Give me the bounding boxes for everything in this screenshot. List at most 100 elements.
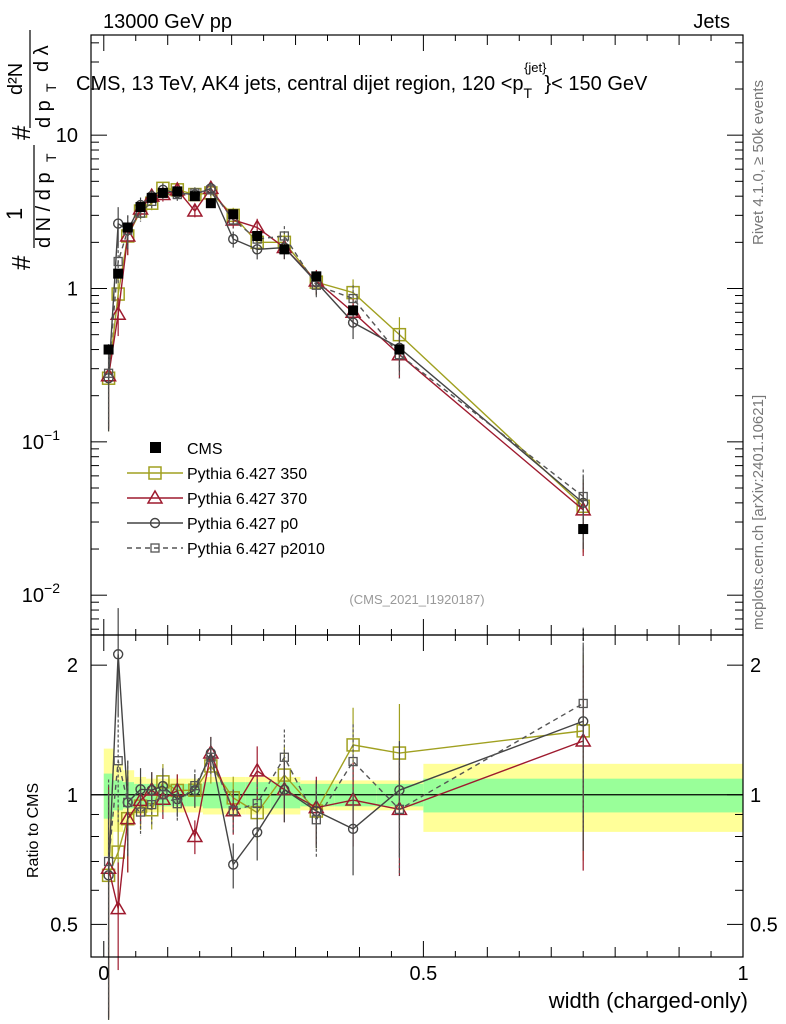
main-y-label: # 1 d N / d p T # d²N d p T d λ (2, 30, 59, 270)
ratio-point-pythia-6-427-370 (186, 828, 204, 843)
header-left: 13000 GeV pp (103, 11, 232, 33)
cms-point (279, 244, 290, 255)
series-pythia-6-427-370 (100, 179, 592, 557)
point-pythia-6-427-370 (109, 305, 127, 320)
ratio-point-pythia-6-427-p2010 (158, 790, 168, 800)
svg-text:T: T (43, 83, 59, 92)
cms-point (113, 268, 124, 279)
ratio-pythia-6-427-350 (101, 655, 590, 1020)
ratio-y-label: Ratio to CMS (25, 783, 42, 878)
legend-marker-pythia-6-427-p2010 (150, 543, 160, 553)
ratio-y-tick-label-right: 1 (750, 785, 761, 807)
mcplots-label: mcplots.cern.ch [arXiv:2401.10621] (750, 395, 767, 630)
plot-title: CMS, 13 TeV, AK4 jets, central dijet reg… (76, 60, 648, 101)
legend-item-pythia-6-427-p2010: Pythia 6.427 p2010 (127, 541, 325, 558)
ratio-point-pythia-6-427-p2010 (135, 807, 146, 817)
ratio-point-pythia-6-427-p0 (347, 823, 359, 835)
y-tick-exp: −1 (44, 427, 60, 443)
point-pythia-6-427-p2010 (206, 185, 216, 195)
legend-label-cms: CMS (187, 441, 223, 458)
ratio-y-tick-label-right: 0.5 (750, 914, 778, 936)
point-pythia-6-427-p2010 (279, 231, 290, 241)
point-pythia-6-427-p0 (103, 373, 114, 384)
point-pythia-6-427-370 (186, 202, 204, 217)
svg-text:#: # (6, 125, 36, 140)
y-tick-label: 10−1 (22, 427, 60, 454)
ratio-point-pythia-6-427-p2010 (228, 806, 238, 816)
ratio-y-tick-label: 0.5 (50, 914, 78, 936)
cms-point (146, 192, 157, 203)
point-pythia-6-427-p2010 (578, 491, 588, 502)
title-end: }< 150 GeV (544, 73, 648, 95)
header-right: Jets (693, 11, 730, 33)
ratio-point-pythia-6-427-p2010 (206, 752, 216, 762)
analysis-tag: (CMS_2021_I1920187) (349, 592, 484, 607)
svg-text:#: # (6, 255, 36, 270)
ratio-y-tick-label: 2 (67, 655, 78, 677)
cms-point (252, 230, 263, 241)
cms-point (578, 524, 589, 535)
legend-label-pythia-6-427-370: Pythia 6.427 370 (187, 491, 307, 508)
ratio-line-pythia-6-427-p2010 (107, 702, 584, 862)
cms-point (205, 198, 216, 209)
legend-label-pythia-6-427-350: Pythia 6.427 350 (187, 466, 307, 483)
legend-marker-cms (150, 442, 161, 453)
y-tick-label: 10−2 (22, 580, 60, 607)
ratio-point-pythia-6-427-p2010 (113, 756, 123, 766)
ratio-point-pythia-6-427-p2010 (172, 799, 182, 809)
point-pythia-6-427-p0 (112, 218, 124, 229)
cms-point (189, 191, 200, 202)
series-pythia-6-427-p0 (103, 182, 589, 550)
ratio-point-pythia-6-427-p2010 (103, 856, 114, 867)
main-series (100, 179, 592, 557)
ratio-y-tick-label-right: 2 (750, 655, 761, 677)
y-tick-base: 10 (22, 432, 44, 454)
legend-label-pythia-6-427-p0: Pythia 6.427 p0 (187, 516, 298, 533)
ratio-point-pythia-6-427-p2010 (348, 756, 358, 767)
ratio-point-pythia-6-427-p2010 (578, 698, 588, 709)
legend-item-cms: CMS (150, 441, 223, 458)
svg-text:d²N: d²N (5, 63, 27, 95)
x-tick-label: 0.5 (409, 963, 437, 985)
y-tick-label: 1 (67, 279, 78, 301)
point-pythia-6-427-p2010 (103, 368, 114, 378)
ratio-point-pythia-6-427-p0 (112, 649, 124, 660)
ratio-pythia-6-427-370 (100, 665, 592, 1018)
cms-point (228, 209, 239, 220)
point-pythia-6-427-p0 (228, 233, 239, 245)
svg-text:CMS, 13 TeV, AK4 jets, central: CMS, 13 TeV, AK4 jets, central dijet reg… (76, 60, 648, 101)
legend-marker-pythia-6-427-370 (146, 489, 164, 504)
cms-point (135, 202, 146, 213)
x-tick-label: 1 (737, 963, 748, 985)
point-pythia-6-427-p0 (347, 317, 359, 328)
ratio-point-pythia-6-427-p0 (228, 859, 239, 870)
title-sup: {jet} (524, 60, 547, 75)
line-pythia-6-427-370 (107, 187, 584, 511)
ratio-point-pythia-6-427-p2010 (252, 798, 262, 809)
title-main: CMS, 13 TeV, AK4 jets, central dijet reg… (76, 73, 524, 95)
ratio-point-pythia-6-427-p2010 (147, 799, 157, 810)
y-tick-label: 10 (56, 125, 78, 147)
legend-item-pythia-6-427-350: Pythia 6.427 350 (127, 466, 307, 483)
line-pythia-6-427-p2010 (107, 189, 584, 498)
title-sub: T (524, 85, 533, 101)
legend-marker-pythia-6-427-350 (148, 466, 162, 480)
x-axis-label: width (charged-only) (548, 988, 748, 1013)
legend: CMS Pythia 6.427 350 Pythia 6.427 370 Pythi… (127, 441, 325, 558)
point-pythia-6-427-p2010 (348, 293, 358, 304)
ratio-frame (90, 634, 744, 958)
series-pythia-6-427-350 (101, 181, 590, 553)
point-pythia-6-427-p0 (251, 244, 263, 255)
ratio-point-pythia-6-427-p0 (251, 827, 263, 838)
svg-text:T: T (43, 153, 59, 162)
svg-text:1: 1 (2, 208, 27, 220)
legend-marker-pythia-6-427-p0 (149, 517, 161, 529)
cms-point (103, 344, 114, 355)
legend-item-pythia-6-427-p0: Pythia 6.427 p0 (127, 516, 298, 533)
cms-point (122, 222, 133, 233)
svg-text:d p: d p (33, 100, 55, 128)
x-tick-label: 0 (98, 963, 109, 985)
ratio-point-pythia-6-427-370 (248, 762, 266, 777)
